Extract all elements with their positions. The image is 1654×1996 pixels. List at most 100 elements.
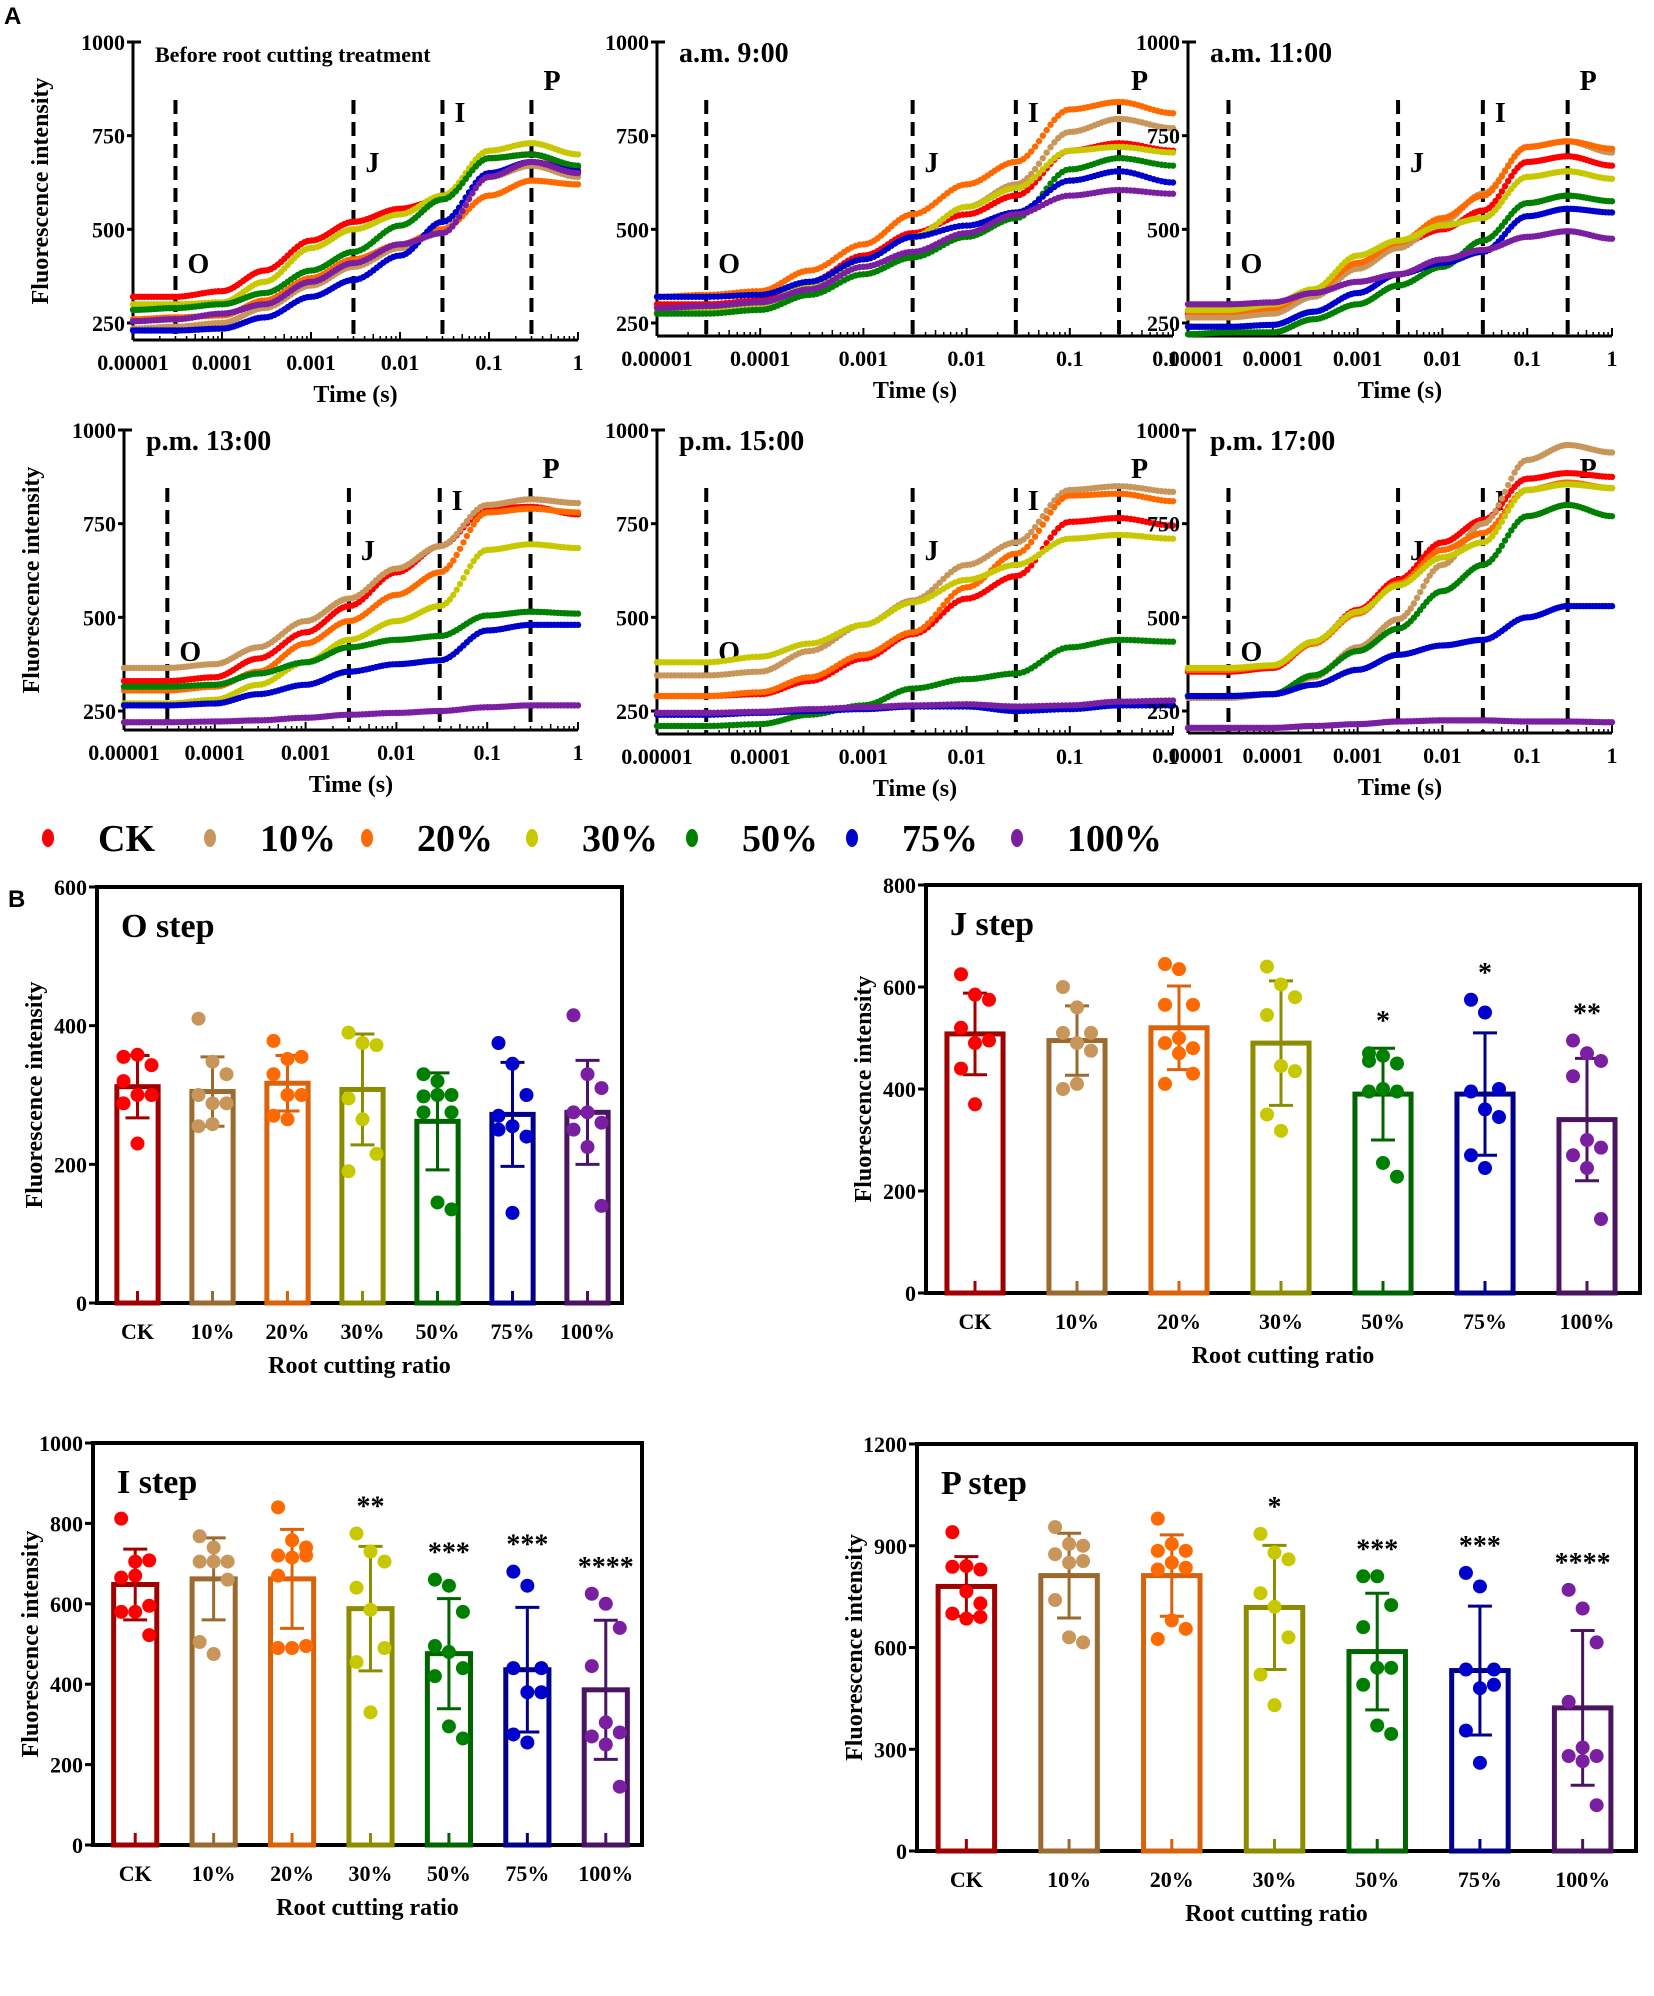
x-tick-label: 1 [1607,346,1618,371]
data-point [574,509,582,516]
chart-title: p.m. 13:00 [146,426,271,457]
data-point [460,539,467,546]
data-point [467,526,474,534]
data-point [472,184,479,192]
data-point [1608,162,1616,169]
panel-a-label: A [4,3,21,30]
y-axis-label: Fluorescence intensity [28,78,54,305]
data-point [574,544,582,552]
y-tick-label: 750 [616,124,649,149]
x-tick-label: 0.001 [839,346,889,371]
phase-marker-label: O [187,249,209,280]
phase-marker-label: J [365,148,379,179]
x-tick-label: 0.0001 [1243,346,1304,371]
phase-marker-label: J [361,536,375,567]
x-tick-label: 0.01 [1423,346,1462,371]
y-tick-label: 250 [1147,311,1180,336]
data-point [452,208,459,216]
data-point [1608,235,1616,242]
data-point [574,621,582,629]
data-point [1047,534,1054,541]
data-point [1169,497,1177,505]
x-tick-label: 0.01 [947,744,986,769]
data-point [1035,138,1043,145]
series-10% [1184,138,1616,321]
data-point [574,181,582,188]
data-point [1608,145,1616,152]
phase-marker-label: I [1028,486,1039,517]
data-point [463,532,471,540]
phase-marker-label: P [543,66,560,97]
data-point [462,175,469,182]
x-tick-label: 0.1 [1513,346,1541,371]
panel-a-kinetics-charts: 250 500 750 1000 0.00001 0.0001 0.001 0.01 0.1 1 T… [19,30,1618,802]
data-point [1608,198,1616,205]
y-tick-label: 500 [616,605,649,630]
phase-marker-label: P [543,454,560,485]
y-tick-label: 1000 [81,30,125,55]
y-tick-label: 750 [616,512,649,537]
data-point [465,195,473,203]
y-tick-label: 1000 [605,30,649,55]
data-point [1169,149,1177,156]
data-point [1039,132,1047,139]
x-tick-label: 0.001 [839,744,889,769]
data-point [456,545,464,552]
y-tick-label: 500 [1147,217,1180,242]
y-tick-label: 250 [92,311,125,336]
chart-title: Before root cutting treatment [155,42,431,67]
data-point [1169,190,1177,197]
data-point [1169,179,1177,186]
x-tick-label: 0.1 [1056,346,1084,371]
x-tick-label: 0.00001 [1152,346,1224,371]
data-point [1169,162,1177,169]
x-tick-label: 0.001 [286,350,336,375]
data-point [574,151,582,158]
y-tick-label: 750 [92,124,125,149]
data-point [459,207,466,215]
data-point [1047,509,1054,516]
phase-marker-label: I [1495,98,1506,129]
x-tick-label: 0.00001 [621,744,693,769]
phase-marker-label: I [1028,98,1039,129]
data-point [459,179,466,187]
series-30% [653,143,1177,312]
x-tick-label: 0.01 [947,346,986,371]
data-point [1608,175,1616,182]
data-point [1039,521,1047,528]
x-axis-label: Time (s) [313,382,397,408]
data-point [1035,527,1043,534]
x-tick-label: 0.0001 [730,346,791,371]
data-point [1031,143,1039,150]
phase-marker-label: P [1131,66,1148,97]
x-tick-label: 0.0001 [185,740,246,765]
data-point [574,499,582,507]
x-tick-label: 0.0001 [192,350,253,375]
phase-marker-label: P [1131,454,1148,485]
x-tick-label: 0.001 [1333,346,1383,371]
y-tick-label: 500 [616,217,649,242]
data-point [453,586,460,593]
x-axis-label: Time (s) [873,776,957,802]
data-point [467,563,474,570]
x-tick-label: 1 [573,350,584,375]
x-tick-label: 0.00001 [97,350,169,375]
y-tick-label: 500 [83,605,116,630]
data-point [463,568,471,576]
x-tick-label: 0.1 [1056,744,1084,769]
chart-title: a.m. 11:00 [1210,38,1332,69]
y-tick-label: 1000 [72,418,116,443]
data-point [1169,488,1177,496]
chart-title: a.m. 9:00 [679,38,789,69]
data-point [574,702,582,709]
data-point [453,551,460,559]
x-axis-label: Time (s) [873,378,957,404]
panel-b-label: B [8,886,25,913]
x-tick-label: 1 [573,740,584,765]
x-tick-label: 0.01 [377,740,416,765]
phase-marker-label: I [452,486,463,517]
